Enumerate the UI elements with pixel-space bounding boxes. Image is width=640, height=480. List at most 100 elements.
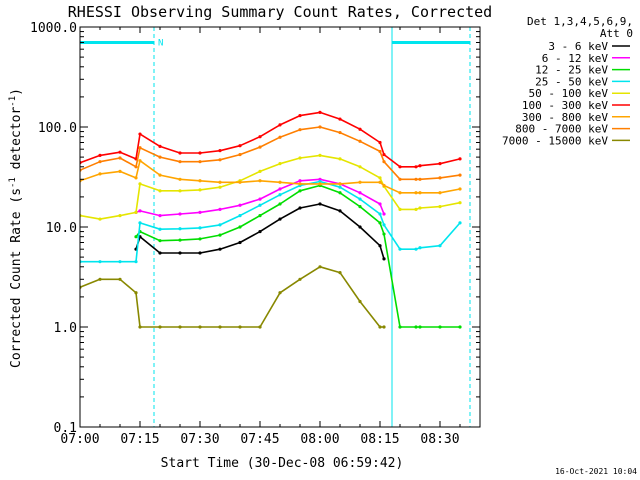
- chart-title: RHESSI Observing Summary Count Rates, Co…: [68, 3, 492, 21]
- series-8-point-11: [278, 291, 282, 295]
- series-2-point-9: [238, 225, 242, 229]
- x-axis-label: Start Time (30-Dec-08 06:59:42): [161, 456, 404, 471]
- series-6-point-19: [414, 191, 418, 195]
- series-7-point-19: [414, 177, 418, 181]
- series-1-point-10: [258, 197, 262, 201]
- annotation-0: N: [158, 38, 163, 48]
- series-3-point-14: [338, 185, 342, 189]
- series-8-point-15: [358, 299, 362, 304]
- series-6-point-9: [238, 180, 242, 184]
- series-0-point-7: [198, 251, 202, 255]
- series-7-point-4: [138, 146, 142, 150]
- series-0-point-15: [358, 225, 362, 229]
- series-3-point-2: [118, 260, 122, 264]
- series-4-point-2: [118, 214, 122, 218]
- series-5-point-20: [418, 164, 422, 168]
- series-6-point-11: [278, 180, 282, 184]
- series-4-point-19: [414, 207, 418, 211]
- series-4-point-14: [338, 157, 342, 161]
- series-5-point-1: [98, 153, 102, 157]
- series-3-point-18: [398, 247, 402, 251]
- series-6-point-8: [218, 180, 222, 184]
- series-6-point-12: [298, 182, 302, 186]
- series-1-point-13: [318, 177, 322, 181]
- series-8-point-5: [158, 325, 162, 329]
- legend-label-0: 3 - 6 keV: [548, 40, 608, 53]
- y-tick-label-1: 1.0: [54, 321, 77, 336]
- series-7-point-22: [458, 173, 462, 177]
- series-4-point-8: [218, 185, 222, 189]
- series-5-point-14: [338, 117, 342, 121]
- x-tick-label-1: 07:15: [120, 432, 159, 447]
- legend-label-2: 12 - 25 keV: [535, 64, 608, 77]
- series-0-point-17: [382, 257, 386, 261]
- series-2-point-22: [458, 325, 462, 329]
- series-5-point-2: [118, 150, 122, 154]
- series-3-point-11: [278, 193, 282, 197]
- series-4-point-10: [258, 169, 262, 173]
- series-3-point-13: [318, 179, 322, 184]
- legend-label-1: 6 - 12 keV: [542, 52, 609, 65]
- series-6-point-18: [398, 191, 402, 195]
- series-0-point-5: [158, 251, 162, 255]
- y-axis-label-exp2: -1: [8, 96, 18, 107]
- series-2-point-12: [298, 189, 302, 193]
- series-0-point-13: [318, 202, 322, 206]
- series-5-point-10: [258, 135, 262, 139]
- series-7-point-10: [258, 145, 262, 149]
- series-3-point-6: [178, 227, 182, 231]
- series-6-point-15: [358, 180, 362, 184]
- series-2-point-5: [158, 239, 162, 243]
- series-1-point-7: [198, 210, 202, 214]
- series-1-point-15: [358, 191, 362, 195]
- series-5-point-5: [158, 144, 162, 148]
- series-line-8: [80, 266, 384, 328]
- series-0-point-12: [298, 206, 302, 210]
- series-4-point-4: [138, 182, 142, 186]
- series-6-point-22: [458, 187, 462, 191]
- x-tick-label-5: 08:15: [360, 432, 399, 447]
- legend-header-line-1: Det 1,3,4,5,6,9,: [527, 15, 633, 28]
- series-7-point-13: [318, 125, 322, 129]
- series-0-point-11: [278, 217, 282, 221]
- y-tick-label-2: 10.0: [46, 221, 77, 236]
- series-1-point-12: [298, 179, 302, 183]
- series-2-point-3: [134, 235, 138, 239]
- series-4-point-1: [98, 217, 102, 221]
- series-5-point-8: [218, 149, 222, 153]
- series-5-point-21: [438, 162, 442, 166]
- series-4-point-7: [198, 188, 202, 192]
- series-2-point-8: [218, 233, 222, 237]
- series-7-point-15: [358, 139, 362, 143]
- series-7-point-5: [158, 155, 162, 159]
- x-tick-label-0: 07:00: [60, 432, 99, 447]
- series-3-point-9: [238, 214, 242, 218]
- series-2-point-20: [418, 325, 422, 329]
- y-tick-label-4: 1000.0: [30, 21, 77, 36]
- series-1-point-17: [382, 212, 386, 216]
- series-2-point-10: [258, 214, 262, 218]
- series-6-point-6: [178, 177, 182, 181]
- series-7-point-20: [418, 177, 422, 181]
- series-0-point-16: [378, 244, 382, 248]
- series-8-point-14: [338, 270, 342, 275]
- series-0-point-9: [238, 240, 242, 245]
- series-2-point-19: [414, 325, 418, 329]
- series-8-point-3: [134, 291, 138, 295]
- series-8-point-10: [258, 325, 262, 329]
- series-6-point-20: [418, 191, 422, 195]
- y-axis-label-mid: detector: [9, 107, 24, 178]
- x-tick-label-2: 07:30: [180, 432, 219, 447]
- series-4-point-15: [358, 165, 362, 169]
- series-3-point-15: [358, 197, 362, 201]
- series-2-point-21: [438, 325, 442, 329]
- series-0-point-14: [338, 209, 342, 213]
- series-2-point-15: [358, 204, 362, 209]
- legend-label-6: 300 - 800 keV: [522, 111, 608, 124]
- series-7-point-9: [238, 152, 242, 157]
- series-0-point-8: [218, 247, 222, 251]
- series-1-point-11: [278, 187, 282, 191]
- series-0-point-6: [178, 251, 182, 255]
- series-5-point-19: [414, 165, 418, 169]
